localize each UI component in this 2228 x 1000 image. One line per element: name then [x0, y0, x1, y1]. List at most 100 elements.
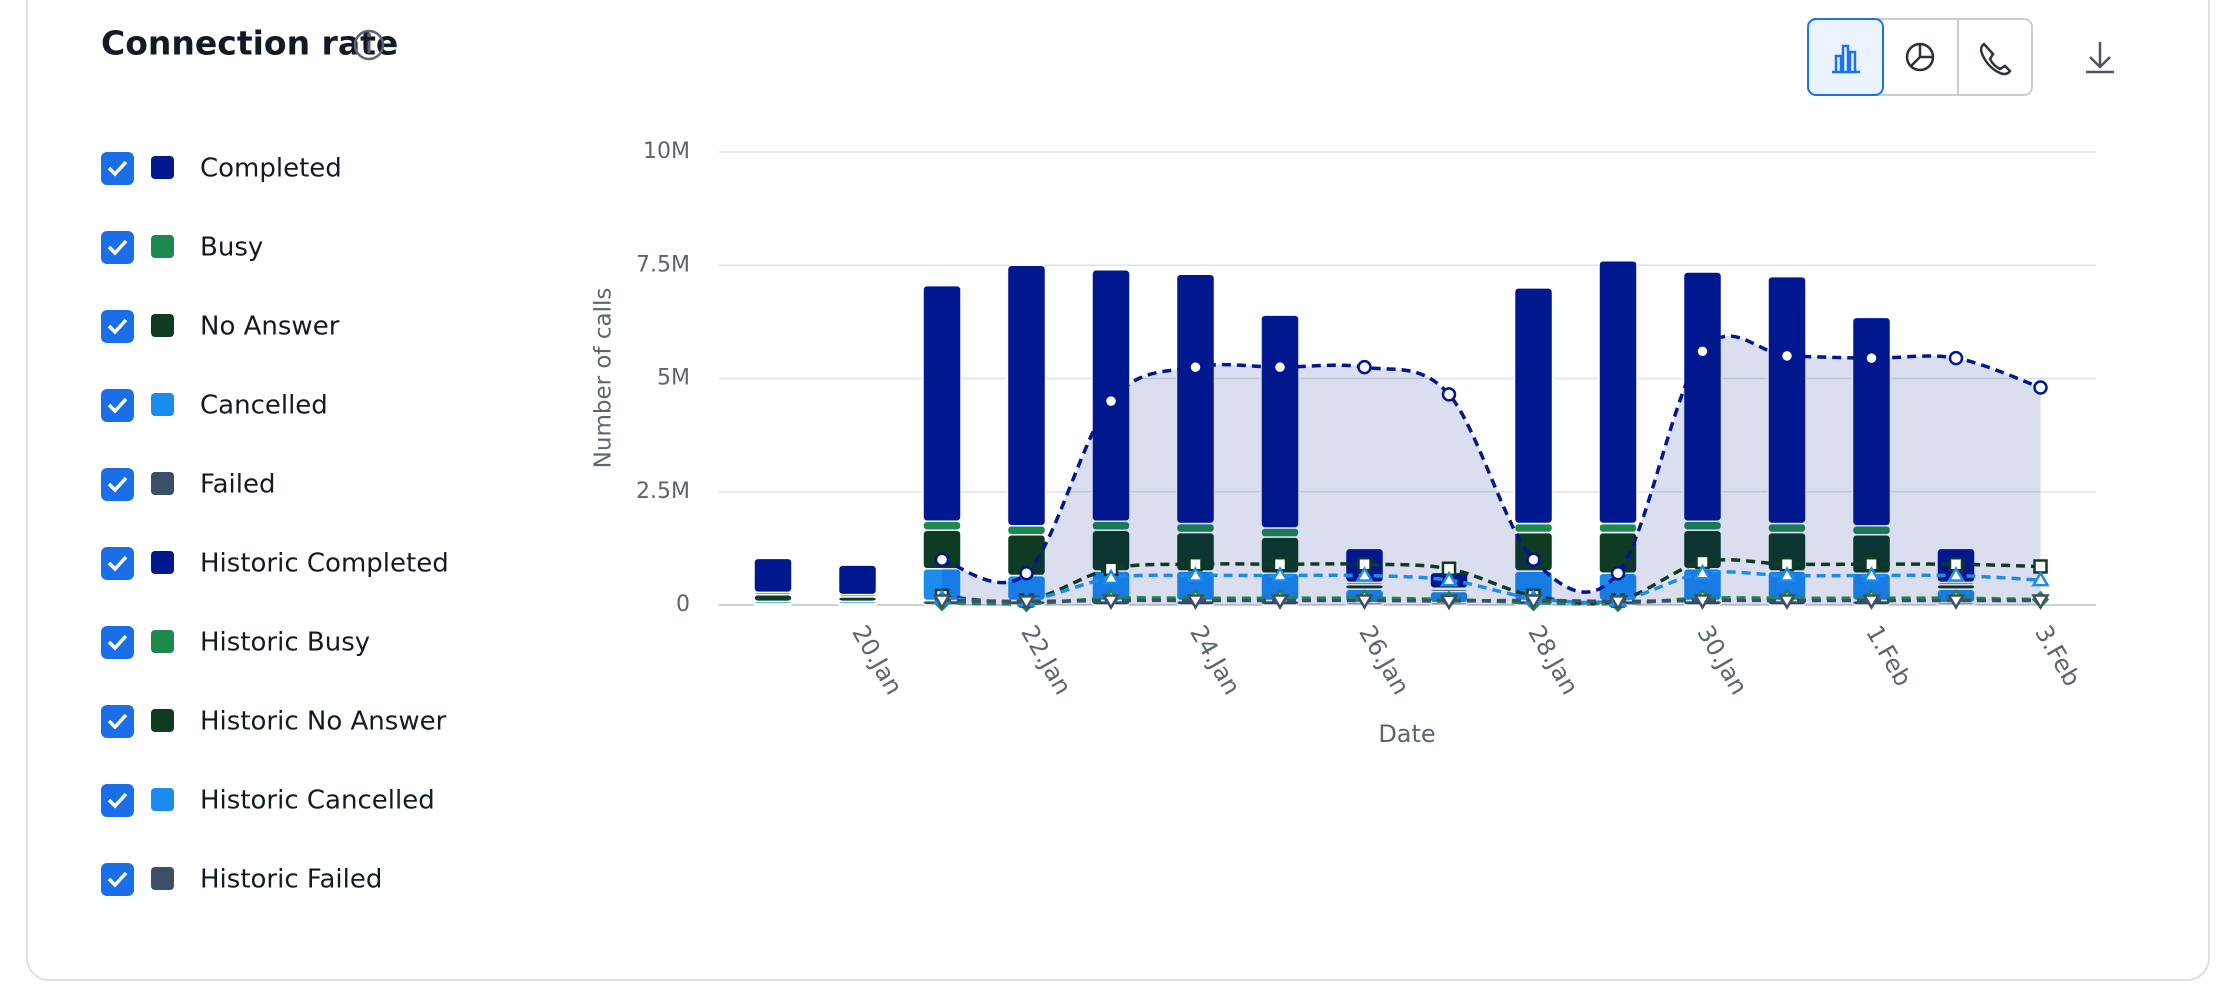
legend-item[interactable]: Historic Busy [101, 626, 370, 659]
legend-label: Completed [200, 154, 342, 184]
legend-swatch [151, 630, 174, 653]
bar-segment [753, 557, 793, 594]
legend-checkbox[interactable] [101, 152, 134, 185]
legend-checkbox[interactable] [101, 547, 134, 580]
bar-view-button[interactable] [1807, 18, 1884, 96]
line-marker [2033, 380, 2048, 395]
y-tick-label: 0 [676, 592, 690, 617]
line-marker [1779, 348, 1795, 364]
info-icon[interactable] [353, 29, 385, 61]
historic-line [941, 598, 2041, 604]
check-mark [107, 871, 128, 888]
line-marker [1526, 552, 1541, 567]
legend-swatch [151, 551, 174, 574]
legend-swatch [151, 867, 174, 890]
line-marker [1777, 594, 1797, 610]
legend-checkbox[interactable] [101, 389, 134, 422]
legend-item[interactable]: No Answer [101, 310, 340, 343]
line-marker [1270, 594, 1290, 610]
legend-item[interactable]: Historic Failed [101, 863, 382, 896]
bar-segment [1006, 264, 1047, 527]
call-view-button[interactable] [1979, 42, 2012, 76]
legend-swatch [151, 788, 174, 811]
check-mark [107, 713, 128, 730]
y-tick-label: 10M [643, 139, 690, 164]
view-toggle [1807, 18, 2033, 96]
line-marker [1862, 566, 1881, 582]
y-tick-label: 2.5M [636, 479, 690, 504]
line-marker [1101, 568, 1121, 585]
historic-line [941, 570, 2041, 605]
historic-area [942, 336, 2041, 605]
bar-segment [753, 593, 793, 603]
line-marker [1357, 359, 1372, 375]
legend-item[interactable]: Historic Completed [101, 547, 449, 580]
line-marker [1524, 594, 1543, 610]
line-marker [1946, 566, 1966, 582]
line-marker [1270, 566, 1290, 582]
line-marker [1695, 344, 1710, 359]
legend-swatch [151, 314, 174, 337]
legend-label: Failed [200, 470, 275, 500]
line-marker [1439, 570, 1459, 587]
check-mark [107, 397, 128, 414]
line-marker [1019, 566, 1034, 581]
legend-checkbox[interactable] [101, 784, 134, 817]
historic-line [941, 557, 2041, 605]
check-mark [107, 792, 128, 809]
line-marker [1188, 359, 1203, 375]
check-mark [107, 476, 128, 493]
legend-item[interactable]: Failed [101, 468, 275, 501]
download-button[interactable] [2086, 42, 2114, 74]
line-marker [1017, 595, 1036, 611]
legend-item[interactable]: Completed [101, 152, 342, 185]
legend-checkbox[interactable] [101, 705, 134, 738]
legend-label: Historic Completed [200, 549, 449, 579]
line-marker [1948, 350, 1964, 366]
bar-segment [1175, 273, 1216, 525]
bar-segment [1851, 316, 1892, 527]
line-marker [1862, 594, 1881, 610]
check-mark [107, 555, 128, 572]
bar-segment [922, 284, 962, 522]
line-marker [1693, 563, 1712, 580]
line-marker [2031, 570, 2050, 587]
bar-segment [1513, 287, 1554, 525]
legend-item[interactable]: Busy [101, 231, 263, 264]
legend-label: Cancelled [200, 391, 328, 421]
bar-segment [1767, 275, 1807, 525]
line-marker [934, 552, 950, 567]
legend-checkbox[interactable] [101, 231, 134, 264]
legend-checkbox[interactable] [101, 468, 134, 501]
legend-item[interactable]: Historic Cancelled [101, 784, 435, 817]
legend-checkbox[interactable] [101, 310, 134, 343]
bar-segment [1006, 524, 1047, 536]
legend-checkbox[interactable] [101, 626, 134, 659]
line-marker [1864, 350, 1879, 366]
legend-item[interactable]: Historic No Answer [101, 705, 447, 738]
historic-line [941, 334, 2042, 594]
y-tick-label: 5M [657, 366, 690, 391]
legend-label: Historic Cancelled [200, 786, 435, 816]
line-marker [1186, 594, 1205, 610]
line-marker [1103, 393, 1119, 409]
y-tick-label: 7.5M [636, 252, 690, 277]
pie-view-button[interactable] [1905, 42, 1935, 72]
check-mark [107, 634, 128, 651]
line-marker [1186, 566, 1205, 582]
legend-swatch [151, 393, 174, 416]
legend-swatch [151, 472, 174, 495]
line-marker [1272, 359, 1288, 375]
legend-label: Historic No Answer [200, 707, 447, 737]
line-marker [1439, 594, 1459, 611]
y-axis-title: Number of calls [591, 288, 617, 469]
legend-label: Historic Busy [200, 628, 370, 658]
legend-label: No Answer [200, 312, 340, 342]
legend-item[interactable]: Cancelled [101, 389, 328, 422]
legend-label: Historic Failed [200, 865, 382, 895]
bar-segment [922, 520, 962, 532]
bar-segment [837, 564, 878, 596]
line-marker [932, 594, 952, 610]
legend-checkbox[interactable] [101, 863, 134, 896]
